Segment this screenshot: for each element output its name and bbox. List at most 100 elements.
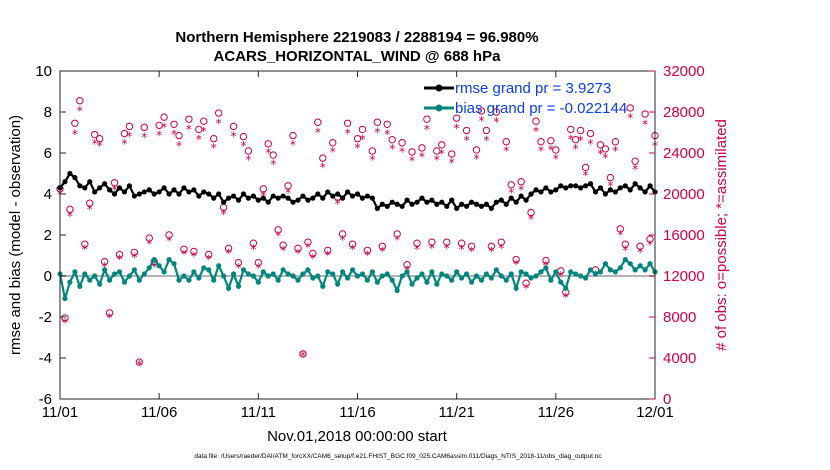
assimilated-obs-point: *	[469, 244, 475, 258]
possible-obs-point	[388, 135, 396, 144]
possible-obs-point	[492, 108, 501, 116]
bias-point	[156, 263, 162, 269]
rmse-point	[216, 191, 222, 197]
possible-obs-point	[279, 241, 287, 249]
assimilated-obs-point: *	[478, 114, 484, 128]
bias-point	[245, 271, 252, 277]
bias-point	[235, 283, 242, 289]
rmse-point	[429, 197, 435, 203]
assimilated-obs-point: *	[305, 240, 311, 254]
rmse-point	[245, 195, 252, 201]
plot-marks: * * * * * * * * * * * * * * * * * * * * * * * * * * * * * * * * * * * * * * * *…	[56, 97, 659, 372]
rmse-point	[310, 195, 316, 201]
bias-point	[473, 273, 480, 279]
assimilated-obs-point: *	[399, 145, 405, 159]
left-y-tick-label: 2	[44, 227, 52, 244]
bias-point	[141, 271, 147, 277]
rmse-point	[359, 195, 366, 201]
rmse-point	[563, 185, 569, 191]
assimilated-obs-point: *	[181, 247, 187, 261]
bias-point	[290, 273, 296, 279]
rmse-point	[235, 197, 242, 203]
rmse-point	[602, 191, 609, 197]
rmse-point	[513, 199, 519, 205]
bias-point	[637, 263, 643, 269]
possible-obs-point	[343, 119, 352, 127]
possible-obs-point	[428, 238, 436, 246]
bias-point	[394, 287, 400, 293]
rmse-point	[335, 191, 341, 197]
assimilated-obs-point: *	[270, 157, 276, 171]
bias-point	[612, 269, 618, 275]
x-tick-label: 11/16	[339, 404, 375, 421]
bias-point	[379, 273, 385, 279]
left-y-axis: -6 -4 -2 0 2 4 6 8 10	[35, 63, 66, 408]
possible-obs-point	[224, 244, 233, 253]
assimilated-obs-point: *	[632, 162, 638, 176]
legend: rmse grand pr = 3.9273 bias grand pr = -…	[424, 80, 627, 117]
bias-point	[225, 285, 232, 291]
possible-obs-point	[641, 110, 649, 118]
assimilated-obs-point: *	[325, 248, 331, 262]
x-tick-label: 11/26	[538, 404, 574, 421]
bias-point	[340, 269, 346, 275]
rmse-point	[488, 205, 494, 211]
left-y-axis-label: rmse and bias (model - observation)	[7, 115, 24, 355]
possible-obs-point	[319, 154, 327, 162]
bias-point	[414, 275, 420, 281]
rmse-point	[384, 203, 390, 209]
legend-rmse-label: rmse grand pr = 3.9273	[455, 80, 611, 97]
rmse-point	[221, 199, 227, 205]
rmse-point	[528, 191, 534, 197]
possible-obs-point	[596, 141, 605, 149]
assimilated-obs-point: *	[602, 151, 608, 165]
rmse-point	[126, 183, 133, 189]
possible-obs-point	[512, 255, 520, 264]
rmse-point	[171, 187, 177, 193]
legend-bias-label: bias grand pr = -0.022144	[455, 100, 627, 117]
bias-point	[151, 257, 157, 263]
bias-point	[399, 273, 405, 279]
bias-point	[459, 275, 465, 281]
assimilated-obs-point: *	[350, 242, 356, 256]
assimilated-obs-point: *	[121, 137, 127, 151]
bias-point	[439, 271, 445, 277]
possible-obs-point	[507, 181, 515, 189]
bias-point	[597, 269, 604, 275]
rmse-point	[478, 203, 485, 209]
bias-point	[181, 273, 187, 279]
assimilated-obs-point: *	[280, 243, 286, 257]
assimilated-obs-point: *	[191, 250, 197, 264]
rmse-point	[424, 199, 430, 205]
rmse-point	[493, 199, 499, 205]
bias-point	[483, 271, 490, 277]
assimilated-obs-point: *	[548, 143, 554, 157]
possible-obs-point	[155, 121, 163, 130]
rmse-point	[473, 201, 480, 207]
possible-obs-point	[408, 148, 416, 156]
rmse-point	[498, 197, 504, 203]
left-y-tick-label: 10	[35, 63, 52, 80]
rmse-point	[409, 201, 415, 207]
bias-point	[359, 271, 366, 277]
rmse-point	[211, 195, 217, 201]
rmse-point	[553, 187, 559, 193]
assimilated-obs-point: *	[62, 316, 68, 330]
bias-point	[463, 271, 470, 277]
possible-obs-point	[100, 257, 109, 266]
rmse-point	[414, 199, 420, 205]
assimilated-obs-point: *	[444, 241, 450, 255]
bias-point	[404, 269, 410, 275]
assimilated-obs-point: *	[226, 246, 232, 260]
bias-point	[62, 295, 68, 302]
right-y-tick-label: 16000	[663, 227, 705, 244]
assimilated-obs-point: *	[464, 134, 470, 148]
bias-point	[592, 271, 599, 277]
bias-point	[121, 279, 128, 285]
bias-point	[568, 269, 574, 275]
rmse-point	[102, 181, 108, 187]
rmse-point	[166, 191, 172, 197]
possible-obs-point	[378, 242, 386, 250]
bias-point	[647, 261, 653, 267]
rmse-point	[325, 189, 331, 195]
